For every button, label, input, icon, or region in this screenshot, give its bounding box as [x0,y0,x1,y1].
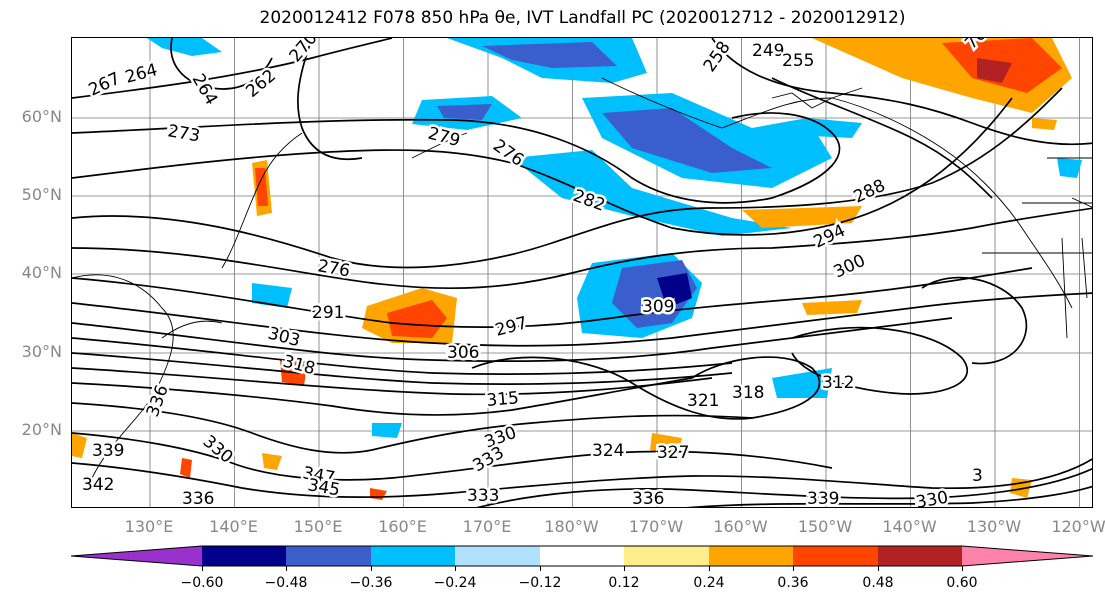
contour-label: 342 [82,475,114,495]
colorbar-extend-high [962,546,1093,566]
contour-label: 324 [592,441,624,461]
graticule [72,38,1092,507]
colorbar-tick-label: 0.24 [693,575,725,591]
colorbar-tick-mark [286,566,287,571]
contour-label: 336 [182,489,214,508]
contour-label: 276 [316,256,351,281]
map-panel: 267 264 264 270 262 273 279 276 249 255 258 70 282 28… [71,37,1093,508]
colorbar-extend-low [71,546,202,566]
plot-title: 2020012412 F078 850 hPa θe, IVT Landfall… [259,8,906,28]
latitude-label: 30°N [21,342,62,361]
colorbar-tick-mark [371,566,372,571]
colorbar-tick-label: −0.60 [180,575,224,591]
colorbar-tick-label: −0.48 [264,575,308,591]
contour-label: 300 [831,251,869,283]
colorbar-tick-mark [455,566,456,571]
contour-label: 306 [447,343,479,363]
theta-e-contours [72,38,1092,507]
colorbar-tick-mark [202,566,203,571]
contour-label: 267 [86,69,124,101]
colorbar-tick-label: −0.12 [518,575,562,591]
contour-label: 333 [467,486,499,506]
colorbar-tick-mark [624,566,625,571]
longitude-label: 150°W [797,517,853,536]
colorbar-bin [709,546,793,566]
colorbar-tick-mark [962,566,963,571]
colorbar-tick-mark [540,566,541,571]
contour-label: 249 [752,41,784,61]
longitude-label: 170°W [628,517,684,536]
contour-label: 327 [657,443,689,463]
contour-label: 339 [92,441,124,461]
colorbar-bin [371,546,455,566]
longitude-label: 120°W [1051,517,1105,536]
colorbar [70,545,1094,567]
latitude-label: 40°N [21,263,62,282]
longitude-label: 130°E [124,517,174,536]
colorbar-tick-label: −0.24 [433,575,477,591]
longitude-label: 160°W [713,517,768,536]
colorbar-bin [878,546,962,566]
contour-label: 312 [822,373,854,393]
contour-label: 262 [242,66,280,102]
contour-label: 336 [632,489,664,508]
longitude-label: 180°W [544,517,599,536]
colorbar-tick-mark [709,566,710,571]
colorbar-tick-label: −0.36 [349,575,393,591]
longitude-label: 130°W [966,517,1022,536]
colorbar-tick-mark [793,566,794,571]
longitude-label: 140°W [882,517,937,536]
colorbar-tick-label: 0.12 [608,575,640,591]
blue-anomaly-patches [147,38,1082,438]
colorbar-bin [455,546,540,566]
contour-label: 315 [486,388,520,411]
contour-label: 288 [851,176,889,208]
contour-label: 318 [732,383,764,403]
latitude-label: 20°N [21,420,62,439]
longitude-label: 160°E [378,517,427,536]
coastlines [72,77,1092,479]
colorbar-tick-mark [878,566,879,571]
contour-label: 339 [807,489,839,508]
contour-label: 264 [188,71,222,109]
contour-label: 345 [306,475,341,500]
colorbar-bin [793,546,878,566]
latitude-label: 50°N [21,185,62,204]
colorbar-tick-label: 0.60 [946,575,978,591]
colorbar-bin [540,546,624,566]
contour-label: 330 [914,488,949,508]
longitude-label: 170°E [462,517,512,536]
orange-anomaly-patches [72,38,1072,500]
contour-label: 291 [312,303,344,323]
contour-label: 255 [782,51,814,71]
contour-label: 273 [166,121,201,146]
contour-label: 264 [123,60,160,88]
contour-label: 3 [972,466,983,486]
colorbar-tick-label: 0.36 [777,575,809,591]
contour-label: 309 [642,297,674,317]
colorbar-bin [286,546,371,566]
contour-label: 294 [811,221,849,253]
contour-label: 270 [286,38,322,66]
longitude-label: 150°E [293,517,343,536]
colorbar-bin [624,546,709,566]
contour-label: 321 [687,391,719,411]
longitude-label: 140°E [209,517,258,536]
contour-label: 297 [493,313,530,341]
colorbar-bin [202,546,286,566]
colorbar-tick-label: 0.48 [862,575,894,591]
latitude-label: 60°N [21,107,62,126]
